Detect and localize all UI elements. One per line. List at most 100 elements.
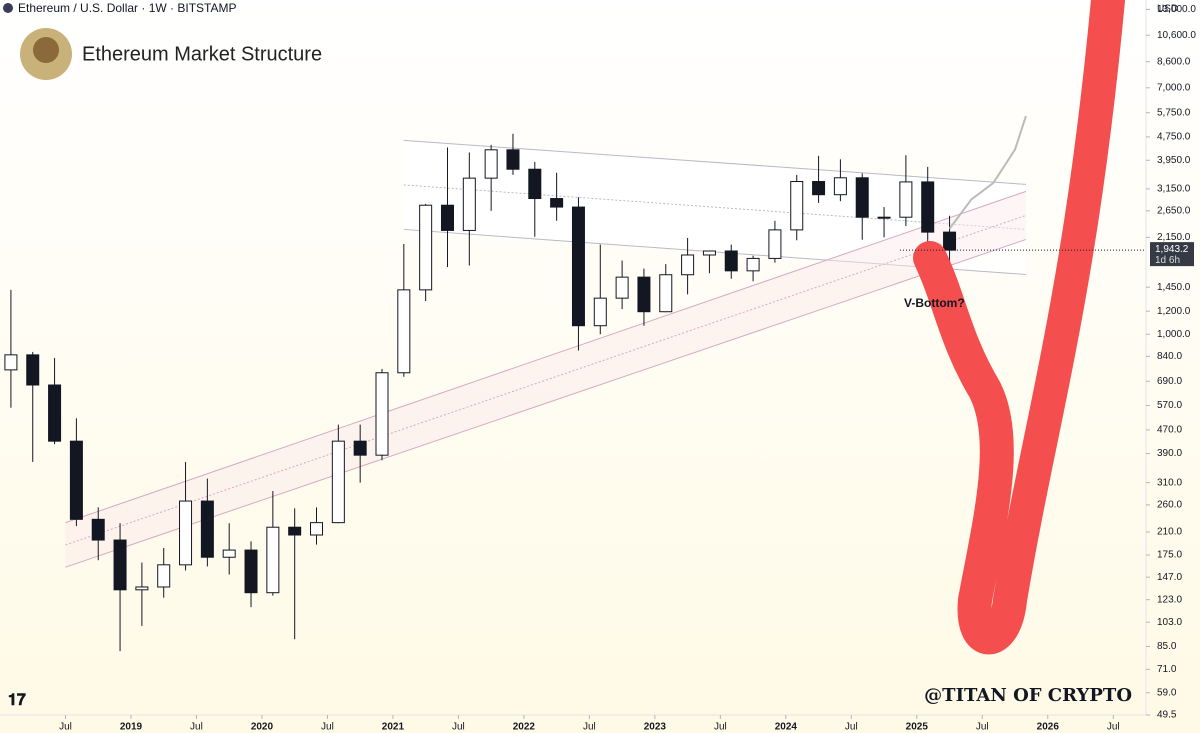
last-price: 1,943.2	[1155, 244, 1189, 255]
x-tick-label: Jul	[452, 722, 465, 733]
candle-body	[702, 250, 716, 256]
y-tick-label: 7,000.0	[1157, 82, 1191, 93]
candle-body	[659, 274, 673, 313]
y-tick-label: 3,150.0	[1157, 184, 1191, 195]
v-arrow	[913, 0, 1125, 655]
candle-body	[528, 168, 542, 200]
x-tick-label: Jul	[321, 722, 334, 733]
projection-line	[948, 115, 1027, 230]
y-tick-label: 59.0	[1157, 687, 1177, 698]
candle-body	[113, 539, 127, 591]
currency: USD	[1157, 4, 1178, 15]
channel-fill	[65, 191, 1026, 568]
y-tick-label: 260.0	[1157, 500, 1182, 511]
candle-body	[26, 354, 40, 386]
candle-body	[550, 198, 564, 208]
x-tick-label: 2019	[120, 722, 143, 733]
x-tick-label: Jul	[845, 722, 858, 733]
candle-body	[4, 354, 18, 371]
candle-body	[69, 440, 83, 520]
y-tick-label: 4,750.0	[1157, 132, 1191, 143]
x-tick-label: Jul	[714, 722, 727, 733]
candle-body	[222, 549, 236, 558]
candle-body	[724, 250, 738, 272]
candle-body	[288, 526, 302, 536]
candle-body	[812, 181, 826, 196]
x-tick-label: 2021	[382, 722, 405, 733]
symbol-icon	[3, 3, 13, 13]
watermark: @TITAN OF CRYPTO	[924, 685, 1132, 706]
x-tick-label: Jul	[976, 722, 989, 733]
y-tick-label: 2,150.0	[1157, 232, 1191, 243]
x-tick-label: 2022	[513, 722, 536, 733]
y-tick-label: 1,450.0	[1157, 282, 1191, 293]
candle-body	[921, 181, 935, 233]
chart-title: Ethereum Market Structure	[82, 43, 322, 65]
candle-body	[353, 440, 367, 456]
y-tick-label: 85.0	[1157, 641, 1177, 652]
candle-body	[440, 204, 454, 231]
x-tick-label: 2020	[251, 722, 274, 733]
candle-body	[48, 384, 62, 442]
x-tick-label: Jul	[583, 722, 596, 733]
channel-line	[65, 190, 1027, 524]
x-tick-label: Jul	[59, 722, 72, 733]
candle-body	[179, 500, 193, 566]
candle-body	[484, 149, 498, 179]
x-tick-label: Jul	[1107, 722, 1120, 733]
candle-body	[91, 518, 105, 541]
candle-body	[200, 500, 214, 558]
y-tick-label: 390.0	[1157, 448, 1182, 459]
y-tick-label: 3,950.0	[1157, 155, 1191, 166]
y-tick-label: 123.0	[1157, 594, 1182, 605]
candle-body	[244, 549, 258, 594]
x-tick-label: 2025	[906, 722, 929, 733]
candle-body	[310, 522, 324, 536]
candle-body	[877, 216, 891, 219]
channel-line	[403, 139, 1026, 185]
y-tick-label: 840.0	[1157, 351, 1182, 362]
candle-body	[571, 206, 585, 327]
candle-body	[943, 231, 957, 251]
y-tick-label: 570.0	[1157, 400, 1182, 411]
y-tick-label: 210.0	[1157, 527, 1182, 538]
candle-body	[899, 181, 913, 218]
candle-body	[375, 372, 389, 456]
y-tick-label: 175.0	[1157, 550, 1182, 561]
x-tick-label: 2026	[1037, 722, 1060, 733]
candle-body	[637, 276, 651, 313]
channel-fill	[403, 140, 1026, 275]
candle-body	[855, 177, 869, 218]
plot	[4, 115, 1027, 652]
last-price-box	[1150, 242, 1194, 267]
y-tick-label: 13,000.0	[1157, 4, 1196, 15]
x-tick-label: Jul	[190, 722, 203, 733]
y-tick-label: 71.0	[1157, 664, 1177, 675]
y-tick-label: 8,600.0	[1157, 56, 1191, 67]
candle-body	[790, 181, 804, 231]
channel-line	[65, 238, 1027, 568]
candle-body	[331, 440, 345, 524]
y-tick-label: 1,200.0	[1157, 306, 1191, 317]
y-tick-label: 2,650.0	[1157, 205, 1191, 216]
candle-body	[833, 177, 847, 196]
y-tick-label: 10,600.0	[1157, 30, 1196, 41]
y-tick-label: 49.5	[1157, 710, 1177, 721]
channel-mid	[65, 214, 1027, 546]
x-tick-label: 2024	[775, 722, 798, 733]
candle-body	[135, 586, 149, 591]
y-tick-label: 470.0	[1157, 425, 1182, 436]
y-tick-label: 103.0	[1157, 617, 1182, 628]
candle-body	[157, 564, 171, 588]
y-tick-label: 310.0	[1157, 477, 1182, 488]
y-tick-label: 147.0	[1157, 572, 1182, 583]
candle-body	[593, 297, 607, 327]
logo: 𝟏𝟕	[8, 692, 26, 709]
x-tick-label: 2023	[644, 722, 667, 733]
y-tick-label: 690.0	[1157, 376, 1182, 387]
candle-body	[506, 149, 520, 170]
y-tick-label: 1,000.0	[1157, 329, 1191, 340]
candle-body	[615, 276, 629, 299]
